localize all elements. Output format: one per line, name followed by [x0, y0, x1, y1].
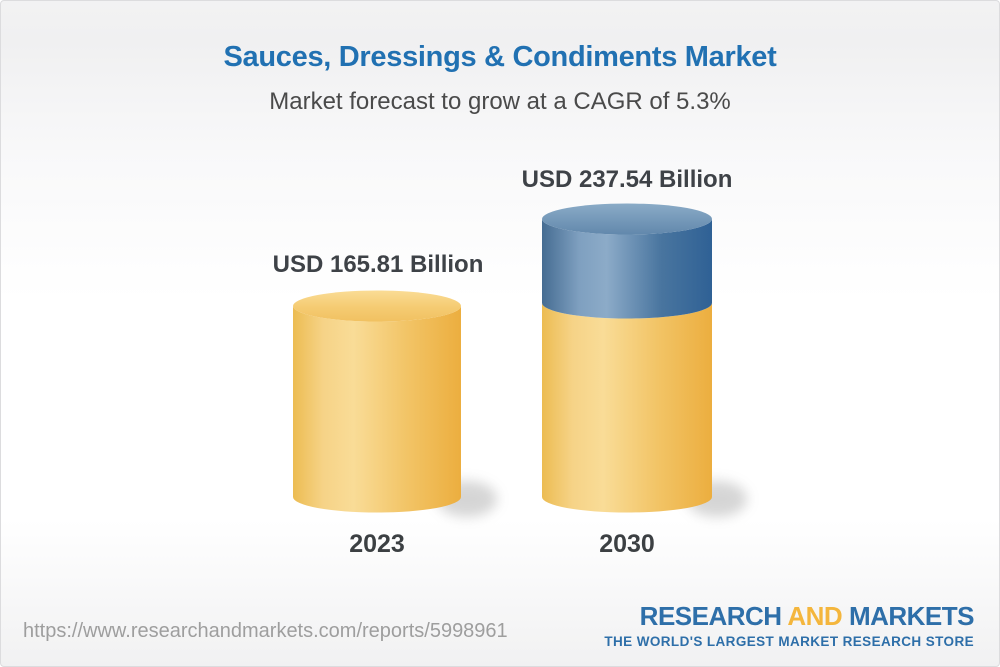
axis-label-2030: 2030	[599, 530, 655, 558]
cylinder-2023	[293, 290, 461, 513]
logo-word-markets: MARKETS	[848, 601, 975, 631]
page-subtitle: Market forecast to grow at a CAGR of 5.3…	[269, 88, 731, 115]
value-label-2030: USD 237.54 Billion	[521, 166, 733, 193]
axis-label-2023: 2023	[349, 530, 405, 558]
logo-word-and: AND	[787, 601, 843, 631]
cylinder-2030	[542, 203, 712, 513]
logo-wordmark: RESEARCH AND MARKETS	[604, 601, 975, 631]
research-and-markets-logo: RESEARCH AND MARKETS THE WORLD'S LARGEST…	[604, 603, 974, 649]
page-title: Sauces, Dressings & Condiments Market	[223, 41, 777, 73]
logo-word-research: RESEARCH	[639, 601, 782, 631]
value-label-2023: USD 165.81 Billion	[272, 251, 484, 278]
report-url: https://www.researchandmarkets.com/repor…	[23, 620, 508, 642]
logo-tagline: THE WORLD'S LARGEST MARKET RESEARCH STOR…	[604, 634, 974, 649]
